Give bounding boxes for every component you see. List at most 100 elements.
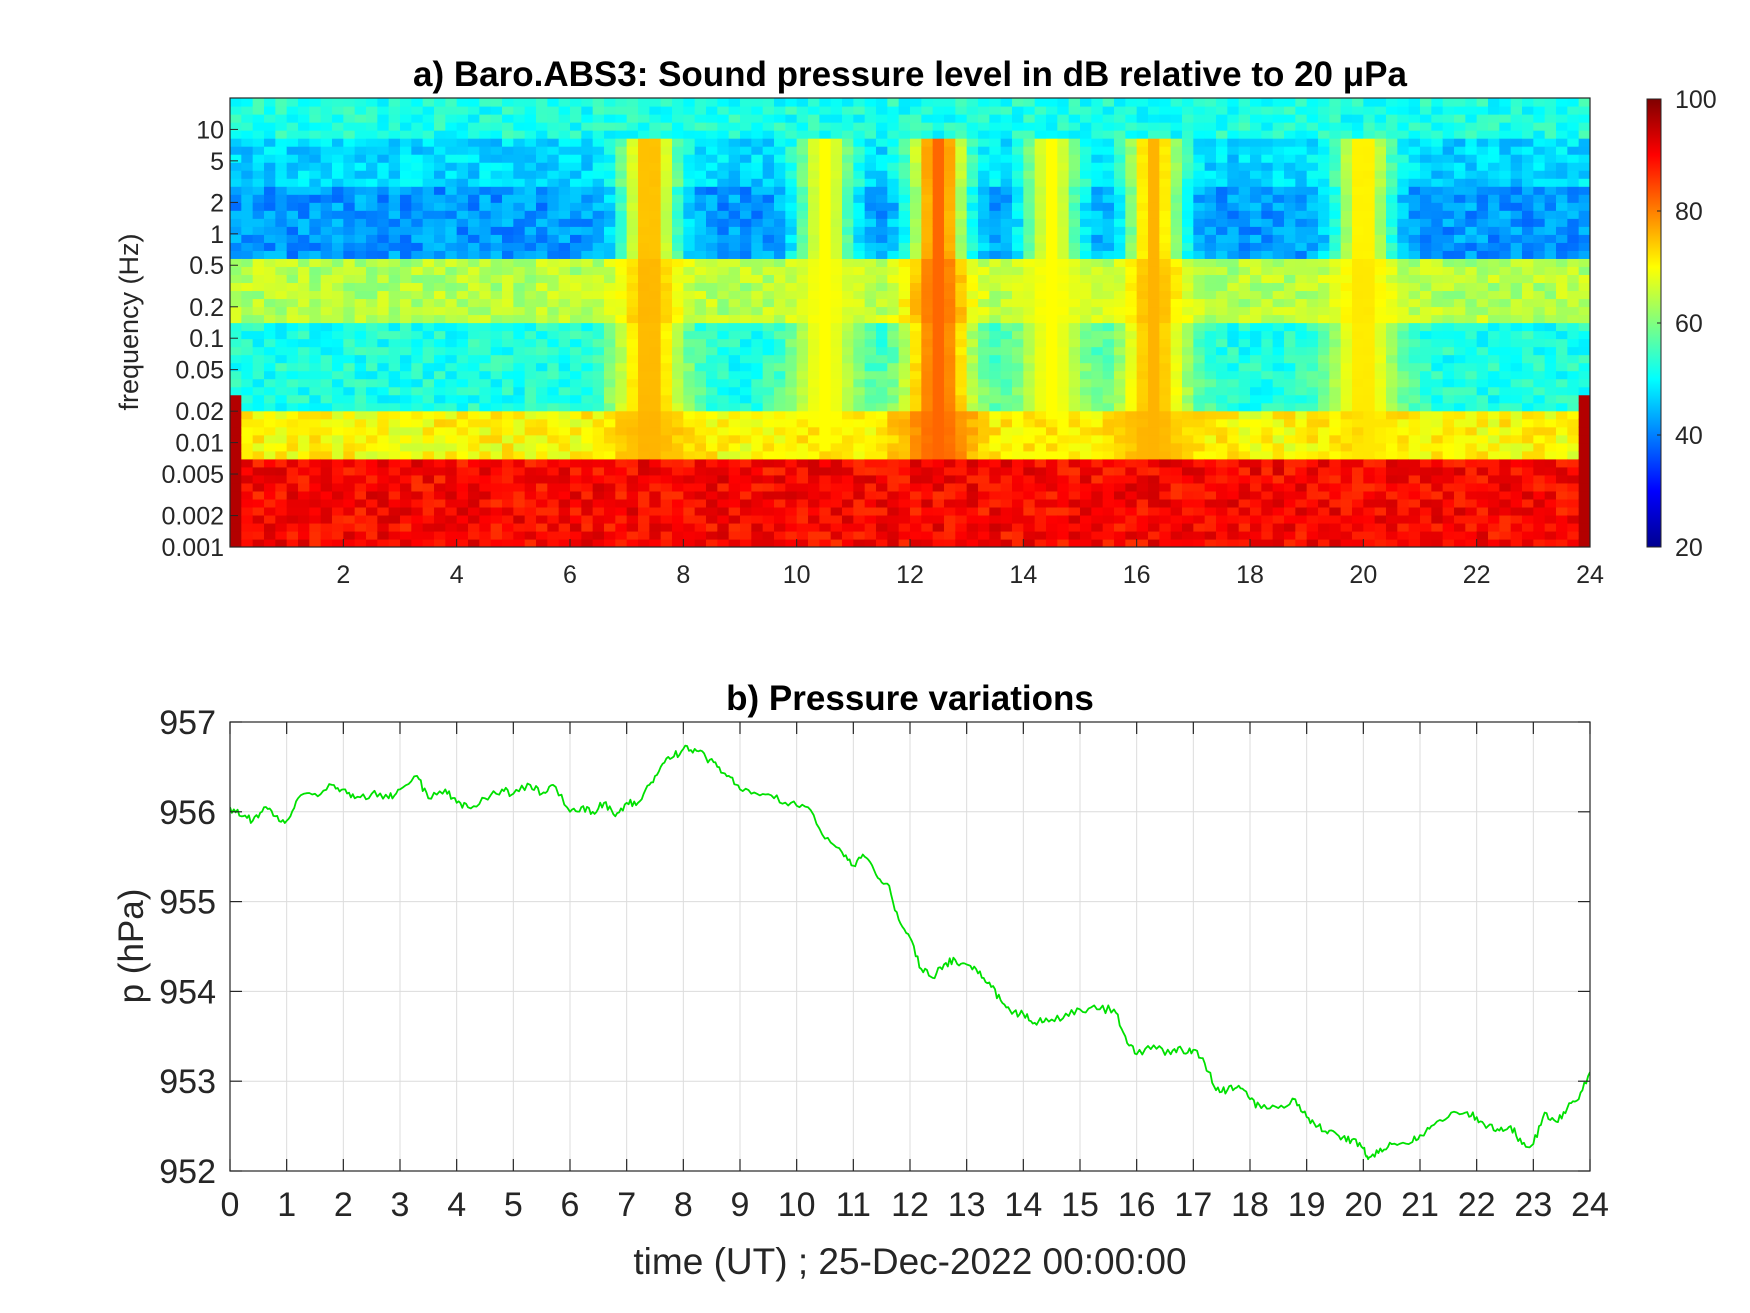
spectrogram-cell bbox=[728, 354, 741, 364]
spectrogram-cell bbox=[490, 450, 503, 460]
spectrogram-cell bbox=[842, 114, 854, 123]
spectrogram-cell bbox=[876, 498, 888, 508]
spectrogram-cell bbox=[241, 466, 254, 476]
spectrogram-cell bbox=[853, 386, 866, 396]
spectrogram-cell bbox=[921, 330, 934, 340]
spectrogram-cell bbox=[570, 506, 582, 516]
spectrogram-cell bbox=[978, 194, 990, 203]
spectrogram-cell bbox=[1057, 490, 1070, 500]
spectrogram-cell bbox=[740, 538, 752, 547]
spectrogram-cell bbox=[1080, 346, 1092, 356]
spectrogram-cell bbox=[502, 242, 514, 251]
spectrogram-cell bbox=[740, 370, 752, 380]
spectrogram-cell bbox=[1125, 482, 1138, 492]
spectrogram-cell bbox=[252, 354, 265, 364]
spectrogram-cell bbox=[785, 274, 798, 284]
spectrogram-cell bbox=[774, 130, 786, 139]
spectrogram-cell bbox=[683, 162, 696, 171]
spectrogram-cell bbox=[354, 338, 367, 348]
spectrogram-cell bbox=[706, 498, 718, 508]
spectrogram-cell bbox=[842, 242, 854, 251]
spectrogram-cell bbox=[1034, 266, 1047, 275]
spectrogram-cell bbox=[434, 474, 446, 484]
spectrogram-cell bbox=[513, 322, 526, 332]
spectrogram-cell bbox=[808, 130, 820, 139]
spectrogram-cell bbox=[785, 258, 798, 267]
spectrogram-cell bbox=[445, 506, 458, 516]
spectrogram-cell bbox=[1114, 218, 1126, 227]
spectrogram-cell bbox=[1125, 154, 1138, 163]
spectrogram-cell bbox=[808, 138, 820, 147]
spectrogram-cell bbox=[1170, 434, 1183, 444]
spectrogram-cell bbox=[626, 506, 639, 516]
spectrogram-cell bbox=[1204, 162, 1217, 171]
spectrogram-cell bbox=[751, 370, 764, 380]
spectrogram-cell bbox=[1023, 386, 1036, 396]
spectrogram-cell bbox=[615, 354, 628, 364]
spectrogram-cell bbox=[842, 530, 854, 540]
spectrogram-cell bbox=[592, 114, 605, 123]
spectrogram-cell bbox=[411, 402, 424, 412]
spectrogram-cell bbox=[672, 338, 684, 348]
spectrogram-cell bbox=[298, 474, 310, 484]
spectrogram-cell bbox=[309, 106, 322, 115]
spectrogram-cell bbox=[853, 338, 866, 348]
spectrogram-cell bbox=[1125, 218, 1138, 227]
spectrogram-cell bbox=[490, 378, 503, 388]
spectrogram-cell bbox=[978, 434, 990, 444]
spectrogram-cell bbox=[762, 298, 775, 308]
spectrogram-cell bbox=[672, 522, 684, 532]
spectrogram-cell bbox=[468, 194, 480, 203]
spectrogram-cell bbox=[819, 186, 832, 195]
spectrogram-cell bbox=[1057, 482, 1070, 492]
spectrogram-cell bbox=[694, 530, 707, 540]
spectrogram-cell bbox=[706, 138, 718, 147]
spectrogram-cell bbox=[751, 170, 764, 179]
spectrogram-cell bbox=[366, 290, 378, 300]
spectrogram-cell bbox=[740, 490, 752, 500]
spectrogram-cell bbox=[388, 250, 401, 259]
spectrogram-cell bbox=[422, 194, 435, 203]
spectrogram-cell bbox=[842, 194, 854, 203]
spectrogram-cell bbox=[887, 522, 900, 532]
spectrogram-cell bbox=[796, 442, 809, 452]
spectrogram-cell bbox=[694, 154, 707, 163]
spectrogram-cell bbox=[649, 322, 662, 332]
spectrogram-cell bbox=[932, 490, 945, 500]
spectrogram-cell bbox=[456, 514, 469, 524]
spectrogram-cell bbox=[1000, 290, 1013, 300]
spectrogram-cell bbox=[649, 170, 662, 179]
spectrogram-cell bbox=[434, 442, 446, 452]
spectrogram-cell bbox=[252, 306, 265, 316]
spectrogram-cell bbox=[830, 530, 843, 540]
spectrogram-cell bbox=[1182, 106, 1194, 115]
spectrogram-cell bbox=[592, 538, 605, 547]
spectrogram-cell bbox=[581, 210, 594, 219]
spectrogram-cell bbox=[1216, 194, 1228, 203]
spectrogram-cell bbox=[1091, 258, 1104, 267]
spectrogram-cell bbox=[683, 458, 696, 468]
spectrogram-cell bbox=[1091, 338, 1104, 348]
spectrogram-cell bbox=[626, 482, 639, 492]
spectrogram-cell bbox=[955, 402, 968, 412]
spectrogram-cell bbox=[751, 378, 764, 388]
spectrogram-cell bbox=[853, 322, 866, 332]
spectrogram-cell bbox=[649, 178, 662, 187]
spectrogram-cell bbox=[887, 106, 900, 115]
spectrogram-cell bbox=[275, 330, 288, 340]
spectrogram-cell bbox=[1227, 242, 1240, 251]
spectrogram-cell bbox=[400, 178, 412, 187]
spectrogram-cell bbox=[898, 490, 911, 500]
spectrogram-cell bbox=[366, 226, 378, 235]
spectrogram-cell bbox=[1046, 402, 1058, 412]
spectrogram-cell bbox=[354, 178, 367, 187]
spectrogram-cell bbox=[717, 338, 730, 348]
spectrogram-cell bbox=[524, 330, 537, 340]
spectrogram-cell bbox=[1204, 178, 1217, 187]
spectrogram-cell bbox=[1216, 466, 1228, 476]
spectrogram-cell bbox=[740, 146, 752, 155]
spectrogram-cell bbox=[434, 122, 446, 131]
spectrogram-cell bbox=[1080, 290, 1092, 300]
spectrogram-cell bbox=[411, 490, 424, 500]
spectrogram-cell bbox=[842, 514, 854, 524]
